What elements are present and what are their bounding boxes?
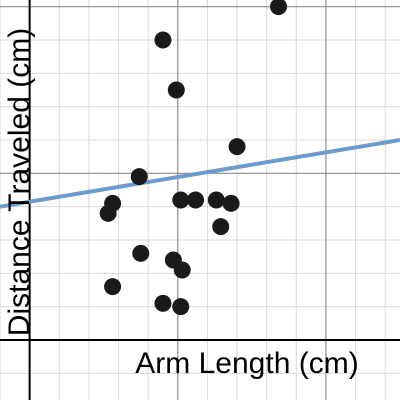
data-point [270, 0, 288, 16]
data-point [173, 261, 191, 279]
data-point [187, 191, 205, 209]
data-point [228, 138, 246, 156]
x-axis-label: Arm Length (cm) [135, 347, 358, 380]
data-points [99, 0, 288, 316]
data-point [132, 244, 150, 262]
data-point [172, 191, 190, 209]
data-point [222, 194, 240, 212]
data-point [167, 81, 185, 99]
y-axis-label: Distance Traveled (cm) [3, 28, 36, 336]
trend-line-group [0, 138, 400, 209]
trend-line [0, 138, 400, 209]
data-point [172, 298, 190, 316]
data-point [207, 191, 225, 209]
data-point [154, 294, 172, 312]
data-point [212, 218, 230, 236]
data-point [104, 278, 122, 296]
data-point [99, 204, 117, 222]
data-point [154, 31, 172, 49]
data-point [130, 168, 148, 186]
